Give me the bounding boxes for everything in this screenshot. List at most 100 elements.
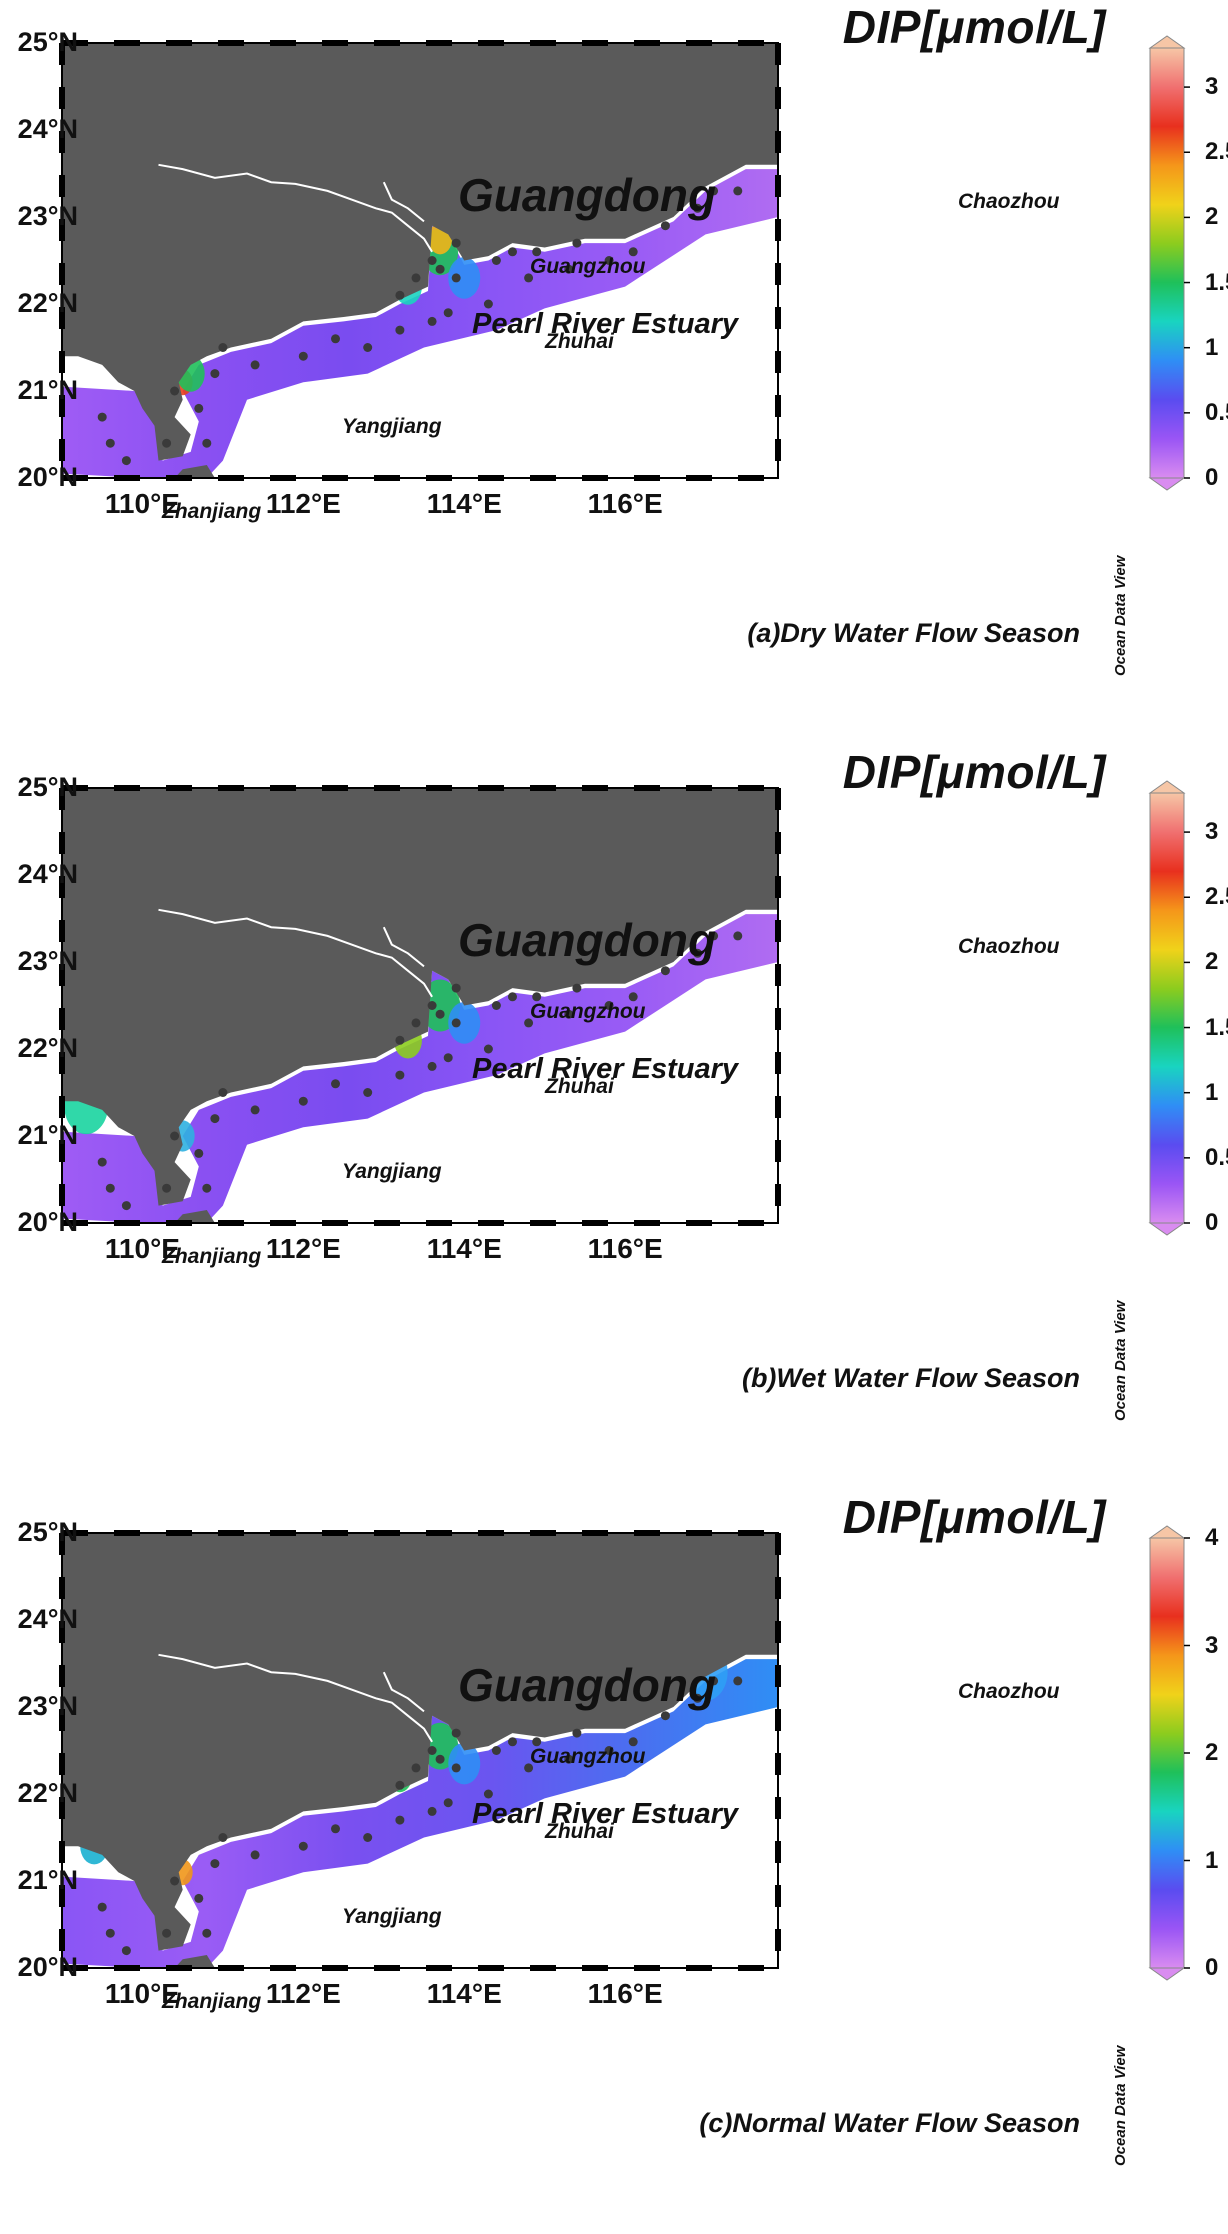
- colorbar-tick-label: 2: [1205, 948, 1219, 976]
- colorbar-tick-label: 3: [1205, 818, 1219, 846]
- map-title: DIP[μmol/L]: [842, 1, 1106, 53]
- sampling-station: [443, 308, 453, 318]
- colorbar-tick-label: 2: [1205, 203, 1219, 231]
- estuary-label: Pearl River Estuary: [472, 1053, 738, 1085]
- sampling-station: [524, 1018, 534, 1028]
- sampling-station: [411, 1763, 421, 1773]
- sampling-station: [298, 1841, 308, 1851]
- sampling-station: [363, 1833, 373, 1842]
- city-label-zhanjiang: Zhanjiang: [162, 500, 262, 523]
- sampling-station: [451, 238, 461, 248]
- lon-label: 114°E: [426, 1233, 502, 1264]
- colorbar-tick-label: 1.5: [1205, 1013, 1228, 1041]
- sampling-station: [483, 1044, 493, 1054]
- city-label-yangjiang: Yangjiang: [342, 1905, 442, 1928]
- season-label: (b)Wet Water Flow Season: [741, 1363, 1080, 1393]
- sampling-station: [435, 1754, 445, 1764]
- sampling-station: [733, 1676, 743, 1686]
- lat-label: 25°N: [17, 1517, 78, 1547]
- sampling-station: [660, 966, 670, 976]
- sampling-station: [733, 186, 743, 196]
- sampling-station: [564, 1009, 574, 1019]
- lat-label: 24°N: [17, 114, 78, 144]
- lat-label: 22°N: [17, 1033, 78, 1063]
- colorbar: [1149, 1537, 1185, 1969]
- sampling-station: [508, 1737, 517, 1747]
- map-svg: [59, 1525, 1190, 1981]
- sampling-station: [298, 351, 308, 361]
- sampling-station: [210, 369, 220, 379]
- city-label-zhuhai: Zhuhai: [545, 1075, 614, 1098]
- sampling-station: [483, 1789, 493, 1799]
- sampling-station: [572, 238, 582, 248]
- sampling-station: [427, 1806, 437, 1816]
- sampling-station: [508, 247, 517, 257]
- sampling-station: [250, 360, 260, 370]
- sampling-station: [202, 1183, 212, 1193]
- sampling-station: [395, 290, 405, 300]
- lon-label: 110°E: [104, 1233, 180, 1264]
- sampling-station: [105, 1183, 115, 1193]
- sampling-station: [491, 1746, 501, 1755]
- colorbar-tick-label: 1.5: [1205, 268, 1228, 296]
- sampling-station: [411, 1018, 421, 1028]
- estuary-label: Pearl River Estuary: [472, 1798, 738, 1830]
- lat-label: 22°N: [17, 1778, 78, 1808]
- sampling-station: [628, 992, 638, 1002]
- lat-label: 25°N: [17, 772, 78, 802]
- sampling-station: [121, 1946, 131, 1956]
- sampling-station: [443, 1053, 453, 1063]
- odv-watermark: Ocean Data View: [1112, 2045, 1129, 2166]
- lat-label: 24°N: [17, 1604, 78, 1634]
- colorbar-tick-label: 0.5: [1205, 398, 1228, 426]
- sampling-station: [660, 221, 670, 231]
- sampling-station: [395, 1780, 405, 1790]
- sampling-station: [170, 386, 180, 396]
- sampling-station: [202, 1928, 212, 1938]
- sampling-station: [532, 247, 542, 257]
- colorbar-tick-label: 2: [1205, 1739, 1219, 1766]
- lat-label: 25°N: [17, 27, 78, 57]
- city-label-zhuhai: Zhuhai: [545, 1820, 614, 1843]
- lon-label: 110°E: [104, 488, 180, 519]
- sampling-station: [170, 1876, 180, 1886]
- city-label-zhanjiang: Zhanjiang: [162, 1245, 262, 1268]
- sampling-station: [395, 1815, 405, 1825]
- lon-label: 112°E: [265, 1978, 341, 2009]
- sampling-station: [331, 334, 340, 344]
- sampling-station: [121, 1201, 131, 1211]
- sampling-station: [218, 343, 228, 352]
- map-svg: [59, 35, 1190, 491]
- sampling-station: [121, 456, 131, 466]
- colorbar-tick-label: 1: [1205, 1078, 1219, 1106]
- sampling-station: [210, 1114, 220, 1124]
- map-panel-dry: DIP[μmol/L] 25°N 24°N 23°N 22°N 21°N 20°N 110°E…: [0, 0, 1228, 744]
- sampling-station: [532, 992, 542, 1002]
- lon-label: 114°E: [426, 488, 502, 519]
- sampling-station: [162, 438, 172, 448]
- sampling-station: [411, 273, 421, 283]
- city-label-yangjiang: Yangjiang: [342, 415, 442, 438]
- sampling-station: [709, 1676, 719, 1686]
- lon-label: 112°E: [265, 488, 341, 519]
- sampling-station: [170, 1131, 180, 1141]
- dip-field: [62, 169, 778, 478]
- city-label-yangjiang: Yangjiang: [342, 1160, 442, 1183]
- river: [158, 163, 433, 253]
- lat-label: 23°N: [17, 946, 78, 976]
- sampling-station: [97, 1157, 107, 1167]
- sampling-station: [250, 1105, 260, 1115]
- colorbar-tick-label: 2.5: [1205, 138, 1228, 166]
- lat-label: 20°N: [17, 462, 78, 492]
- colorbar-tick-label: 0: [1205, 1209, 1219, 1236]
- sampling-station: [660, 1711, 670, 1721]
- sampling-station: [435, 264, 445, 274]
- province-label: Guangdong: [458, 169, 717, 221]
- sampling-station: [218, 1833, 228, 1842]
- sampling-station: [363, 1088, 373, 1097]
- land-mass: [62, 1533, 778, 1951]
- sampling-station: [693, 948, 703, 958]
- sampling-station: [218, 1088, 228, 1097]
- estuary-label: Pearl River Estuary: [472, 308, 738, 340]
- sampling-station: [331, 1824, 340, 1834]
